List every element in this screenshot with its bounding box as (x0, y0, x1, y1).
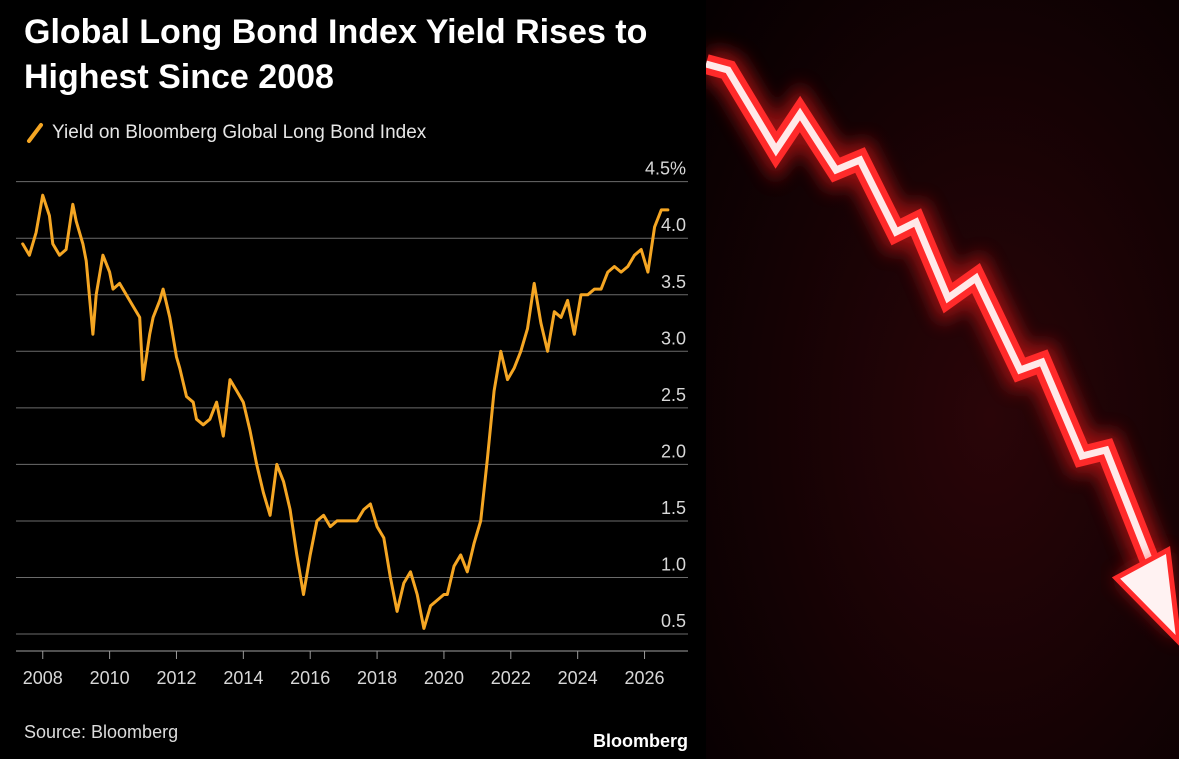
falling-red-arrow-icon (706, 47, 1179, 646)
line-chart: 0.5 1.0 1.5 2.0 2.5 3.0 3.5 4.0 4.5% 2008 2010 2012… (16, 159, 688, 688)
series-line (21, 193, 670, 630)
source-note: Source: Bloomberg (24, 722, 179, 742)
x-tick-label: 2012 (156, 668, 196, 688)
chart-panel: Global Long Bond Index Yield Rises to Hi… (16, 13, 688, 751)
y-tick-label: 4.0 (661, 215, 686, 235)
x-tick-label: 2010 (90, 668, 130, 688)
legend: Yield on Bloomberg Global Long Bond Inde… (26, 120, 426, 146)
y-tick-label: 4.5% (645, 159, 686, 179)
falling-arrow-illustration (706, 0, 1179, 759)
x-tick-label: 2014 (223, 668, 263, 688)
x-tick-label: 2026 (625, 668, 665, 688)
axis-layer: 0.5 1.0 1.5 2.0 2.5 3.0 3.5 4.0 4.5% 2008 2010 2012… (16, 159, 688, 688)
legend-label: Yield on Bloomberg Global Long Bond Inde… (52, 122, 427, 143)
y-tick-label: 0.5 (661, 611, 686, 631)
grid-layer (16, 181, 688, 635)
y-tick-label: 2.0 (661, 441, 686, 461)
x-tick-label: 2018 (357, 668, 397, 688)
y-tick-label: 3.0 (661, 328, 686, 348)
brand-logo: Bloomberg (592, 731, 688, 751)
series-layer (21, 193, 670, 630)
art-background (706, 0, 1179, 759)
x-tick-label: 2020 (424, 668, 464, 688)
legend-swatch-icon (27, 123, 43, 143)
y-tick-label: 3.5 (661, 272, 686, 292)
y-tick-label: 2.5 (661, 385, 686, 405)
x-tick-label: 2022 (491, 668, 531, 688)
x-tick-label: 2008 (23, 668, 63, 688)
y-tick-label: 1.5 (661, 498, 686, 518)
y-tick-label: 1.0 (661, 554, 686, 574)
x-tick-label: 2024 (558, 668, 598, 688)
x-tick-label: 2016 (290, 668, 330, 688)
chart-title: Global Long Bond Index Yield Rises to Hi… (24, 13, 648, 96)
